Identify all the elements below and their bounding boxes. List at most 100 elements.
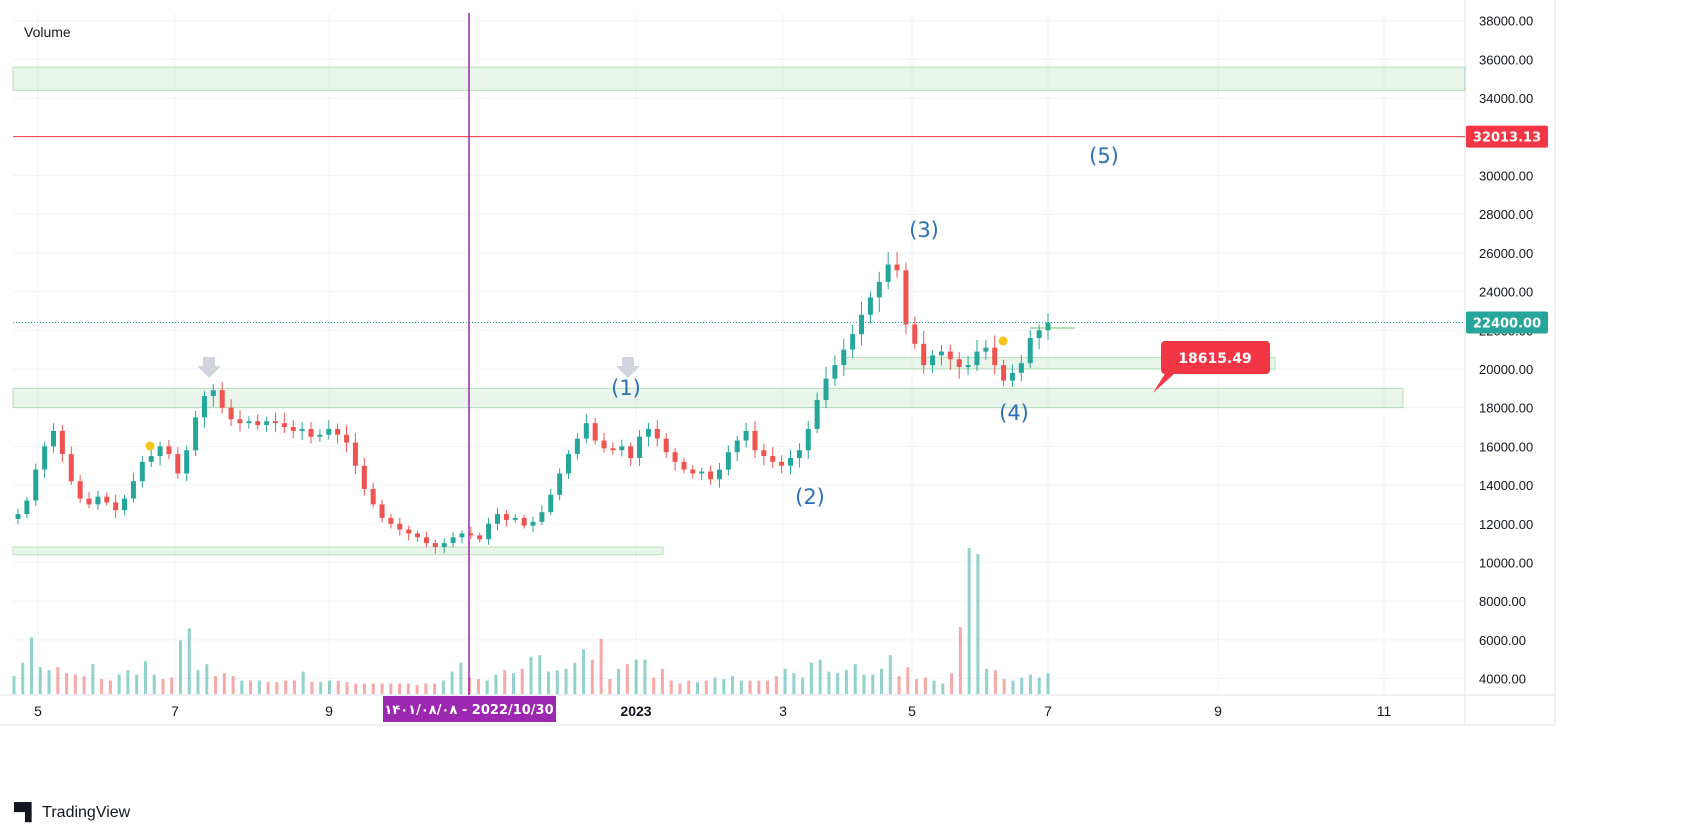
volume-bar xyxy=(441,680,445,694)
svg-text:32013.13: 32013.13 xyxy=(1473,131,1541,146)
volume-bar xyxy=(739,680,743,694)
candle xyxy=(1009,364,1015,387)
candle xyxy=(42,442,48,479)
volume-bar xyxy=(100,679,104,694)
candle xyxy=(388,514,394,529)
candle xyxy=(299,422,305,441)
volume-bar xyxy=(503,670,507,694)
volume-bar xyxy=(511,673,515,694)
candle xyxy=(432,540,438,554)
x-axis[interactable]: 5 7 9 2023 3 5 7 9 11 ۱۴۰۱/۰۸/۰۸ - 2022/10/30 xyxy=(34,696,1391,722)
y-axis[interactable]: 4000.00 6000.00 8000.00 10000.00 12000.00 140… xyxy=(1466,14,1548,687)
volume-bar xyxy=(993,670,997,694)
volume-bar xyxy=(1037,677,1041,694)
candle xyxy=(885,252,891,290)
candle xyxy=(903,262,909,335)
candle xyxy=(51,423,57,453)
volume-bar xyxy=(56,667,60,694)
candle xyxy=(184,445,190,482)
volume-bar xyxy=(415,685,419,694)
tradingview-logo-icon: ▀▌ xyxy=(14,803,38,823)
volume-bar xyxy=(459,662,463,694)
candle xyxy=(193,410,199,457)
candle xyxy=(113,494,119,518)
candle xyxy=(468,526,474,540)
candle xyxy=(86,492,92,509)
candle xyxy=(33,463,39,507)
candle xyxy=(415,530,421,542)
candle xyxy=(423,532,429,548)
candle xyxy=(716,463,722,488)
volume-bar xyxy=(827,671,831,694)
volume-bar xyxy=(398,683,402,694)
candle xyxy=(237,410,243,432)
candle xyxy=(628,442,634,467)
volume-bar xyxy=(555,670,559,694)
candle xyxy=(210,384,216,407)
y-tick-label: 14000.00 xyxy=(1479,478,1533,493)
volume-bar xyxy=(275,682,279,694)
candle xyxy=(965,355,971,375)
volume-bar xyxy=(222,673,226,694)
volume-bar xyxy=(30,637,34,694)
volume-bar xyxy=(21,662,25,694)
candle xyxy=(370,482,376,508)
candle xyxy=(752,421,758,459)
tradingview-logo[interactable]: ▀▌ TradingView xyxy=(14,803,130,823)
volume-bar xyxy=(871,674,875,694)
candle xyxy=(166,439,172,460)
volume-bar xyxy=(257,680,261,694)
volume-bar xyxy=(292,680,296,694)
candle xyxy=(894,251,900,278)
candle xyxy=(148,448,154,468)
candle xyxy=(104,492,110,506)
candle xyxy=(157,441,163,466)
candle xyxy=(486,517,492,545)
y-tick-label: 20000.00 xyxy=(1479,362,1533,377)
candle xyxy=(761,443,767,466)
price-lines xyxy=(13,13,1465,695)
y-tick-label: 4000.00 xyxy=(1479,672,1526,687)
volume-bar xyxy=(345,682,349,694)
volume-bar xyxy=(336,680,340,694)
volume-bar xyxy=(809,662,813,694)
candle xyxy=(1036,324,1042,350)
volume-bar xyxy=(976,553,980,694)
candle xyxy=(654,420,660,447)
candle xyxy=(983,339,989,360)
volume-bar xyxy=(205,664,209,694)
volume-bar xyxy=(424,683,428,694)
volume-bar xyxy=(853,664,857,694)
candle xyxy=(859,301,865,346)
current-price-badge: 22400.00 xyxy=(1466,311,1548,334)
candle xyxy=(326,420,332,440)
candle xyxy=(690,465,696,479)
candle xyxy=(308,422,314,444)
volume-bar xyxy=(660,668,664,694)
y-tick-label: 16000.00 xyxy=(1479,439,1533,454)
candle xyxy=(770,447,776,468)
candle xyxy=(24,496,30,519)
y-tick-label: 18000.00 xyxy=(1479,401,1533,416)
volume-bar xyxy=(152,674,156,694)
candle xyxy=(681,457,687,474)
volume-bar xyxy=(65,673,69,694)
candle xyxy=(779,455,785,474)
candle xyxy=(175,447,181,479)
candle xyxy=(59,425,65,463)
event-dot xyxy=(998,336,1008,346)
volume-bar xyxy=(652,677,656,694)
wave-label: (3) xyxy=(909,218,939,242)
event-dot xyxy=(145,441,155,451)
candle xyxy=(699,467,705,481)
zone-rect xyxy=(12,66,1466,91)
volume-bar xyxy=(485,680,489,694)
volume-bar xyxy=(967,548,971,694)
candle xyxy=(290,420,296,439)
volume-bar xyxy=(634,659,638,694)
volume-bar xyxy=(363,683,367,694)
x-tick-label: 9 xyxy=(325,703,333,719)
volume-bar xyxy=(836,673,840,694)
candle xyxy=(15,508,21,525)
